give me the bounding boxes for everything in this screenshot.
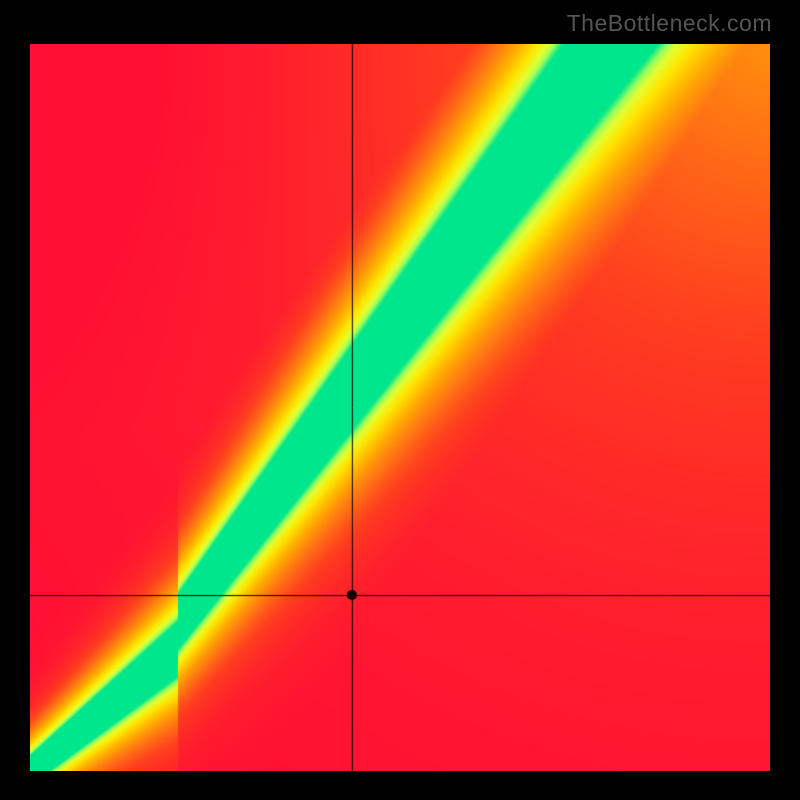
heatmap-canvas <box>30 44 770 771</box>
watermark-text: TheBottleneck.com <box>567 10 772 37</box>
chart-stage: TheBottleneck.com <box>0 0 800 800</box>
